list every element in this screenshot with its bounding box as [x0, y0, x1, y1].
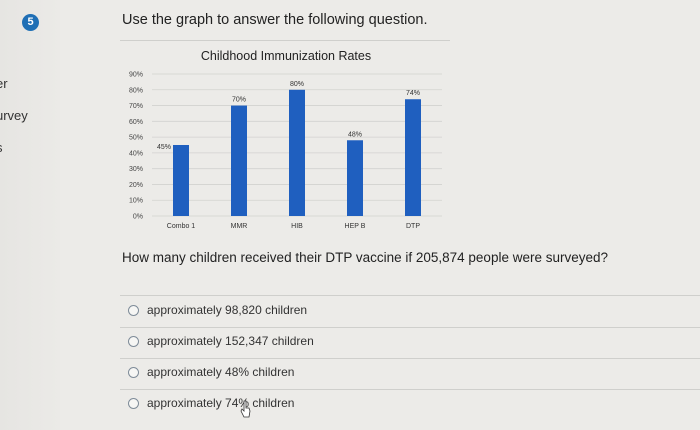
y-tick-label: 0% — [133, 214, 143, 221]
chart-labels: 45% Combo 1 70% MMR 80% HIB 48% HEP B 74% DTP — [157, 81, 420, 230]
bar-hep-b — [347, 140, 363, 216]
prompt-divider — [120, 40, 450, 41]
y-tick-label: 80% — [129, 87, 143, 94]
bar-mmr — [231, 105, 247, 216]
options-divider — [120, 389, 700, 390]
immunization-chart: Childhood Immunization Rates 0% 10% 20% 30%… — [129, 49, 442, 230]
answer-option-label: approximately 98,820 children — [147, 303, 308, 317]
data-label: 80% — [290, 81, 304, 88]
x-category-label: HEP B — [345, 223, 366, 230]
chart-title: Childhood Immunization Rates — [201, 49, 371, 63]
hand-cursor-icon — [240, 400, 251, 418]
question-text: How many children received their DTP vac… — [122, 250, 609, 265]
y-tick-label: 40% — [129, 150, 143, 157]
answer-option-label: approximately 152,347 children — [147, 334, 314, 348]
radio-button[interactable] — [128, 304, 139, 316]
answer-option-3[interactable]: approximately 48% children — [128, 365, 294, 379]
bar-combo-1 — [173, 145, 189, 216]
sidebar-item-1[interactable]: er — [0, 76, 8, 91]
bar-dtp — [405, 99, 421, 216]
y-axis: 0% 10% 20% 30% 40% 50% 60% 70% 80% 90% — [129, 72, 143, 221]
question-prompt: Use the graph to answer the following qu… — [122, 12, 428, 28]
y-tick-label: 30% — [129, 166, 143, 173]
y-tick-label: 70% — [129, 103, 143, 110]
x-category-label: DTP — [406, 223, 420, 230]
options-divider — [120, 327, 700, 328]
radio-button[interactable] — [128, 397, 139, 409]
sidebar-item-survey[interactable]: urvey — [0, 108, 28, 123]
x-category-label: HIB — [291, 223, 303, 230]
answer-option-4[interactable]: approximately 74% children — [128, 396, 294, 410]
data-label: 45% — [157, 144, 171, 151]
chart-bars — [173, 89, 421, 216]
options-divider-top — [120, 295, 700, 296]
data-label: 70% — [232, 97, 246, 104]
answer-option-1[interactable]: approximately 98,820 children — [128, 303, 307, 317]
answer-option-label: approximately 48% children — [147, 365, 295, 379]
y-tick-label: 10% — [129, 198, 143, 205]
radio-button[interactable] — [128, 366, 139, 378]
data-label: 48% — [348, 131, 362, 138]
y-tick-label: 50% — [129, 135, 143, 142]
x-category-label: MMR — [231, 223, 248, 230]
y-tick-label: 20% — [129, 182, 143, 189]
sidebar-item-3[interactable]: s — [0, 140, 3, 155]
data-label: 74% — [406, 90, 420, 97]
bar-hib — [289, 89, 305, 216]
y-tick-label: 90% — [129, 72, 143, 79]
sidebar: er urvey s — [0, 0, 60, 430]
radio-button[interactable] — [128, 335, 139, 347]
question-number-badge: 5 — [22, 14, 39, 31]
answer-option-2[interactable]: approximately 152,347 children — [128, 334, 314, 348]
answer-option-label: approximately 74% children — [147, 396, 295, 410]
options-divider — [120, 358, 700, 359]
y-tick-label: 60% — [129, 119, 143, 126]
x-category-label: Combo 1 — [167, 223, 196, 230]
